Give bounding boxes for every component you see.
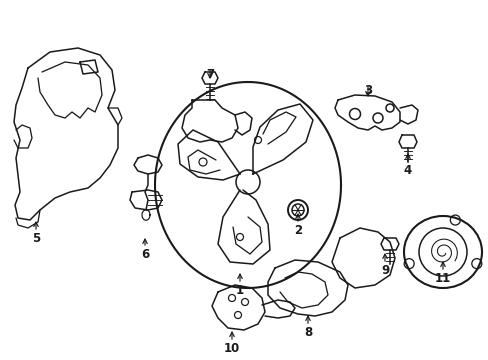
Text: 5: 5 [32, 232, 40, 245]
Text: 6: 6 [141, 248, 149, 261]
Text: 11: 11 [434, 272, 450, 285]
Text: 7: 7 [205, 68, 214, 81]
Text: 4: 4 [403, 164, 411, 177]
Text: 10: 10 [224, 342, 240, 355]
Text: 3: 3 [363, 84, 371, 97]
Text: 9: 9 [380, 264, 388, 277]
Text: 2: 2 [293, 224, 302, 237]
Text: 1: 1 [235, 284, 244, 297]
Text: 8: 8 [303, 326, 311, 339]
